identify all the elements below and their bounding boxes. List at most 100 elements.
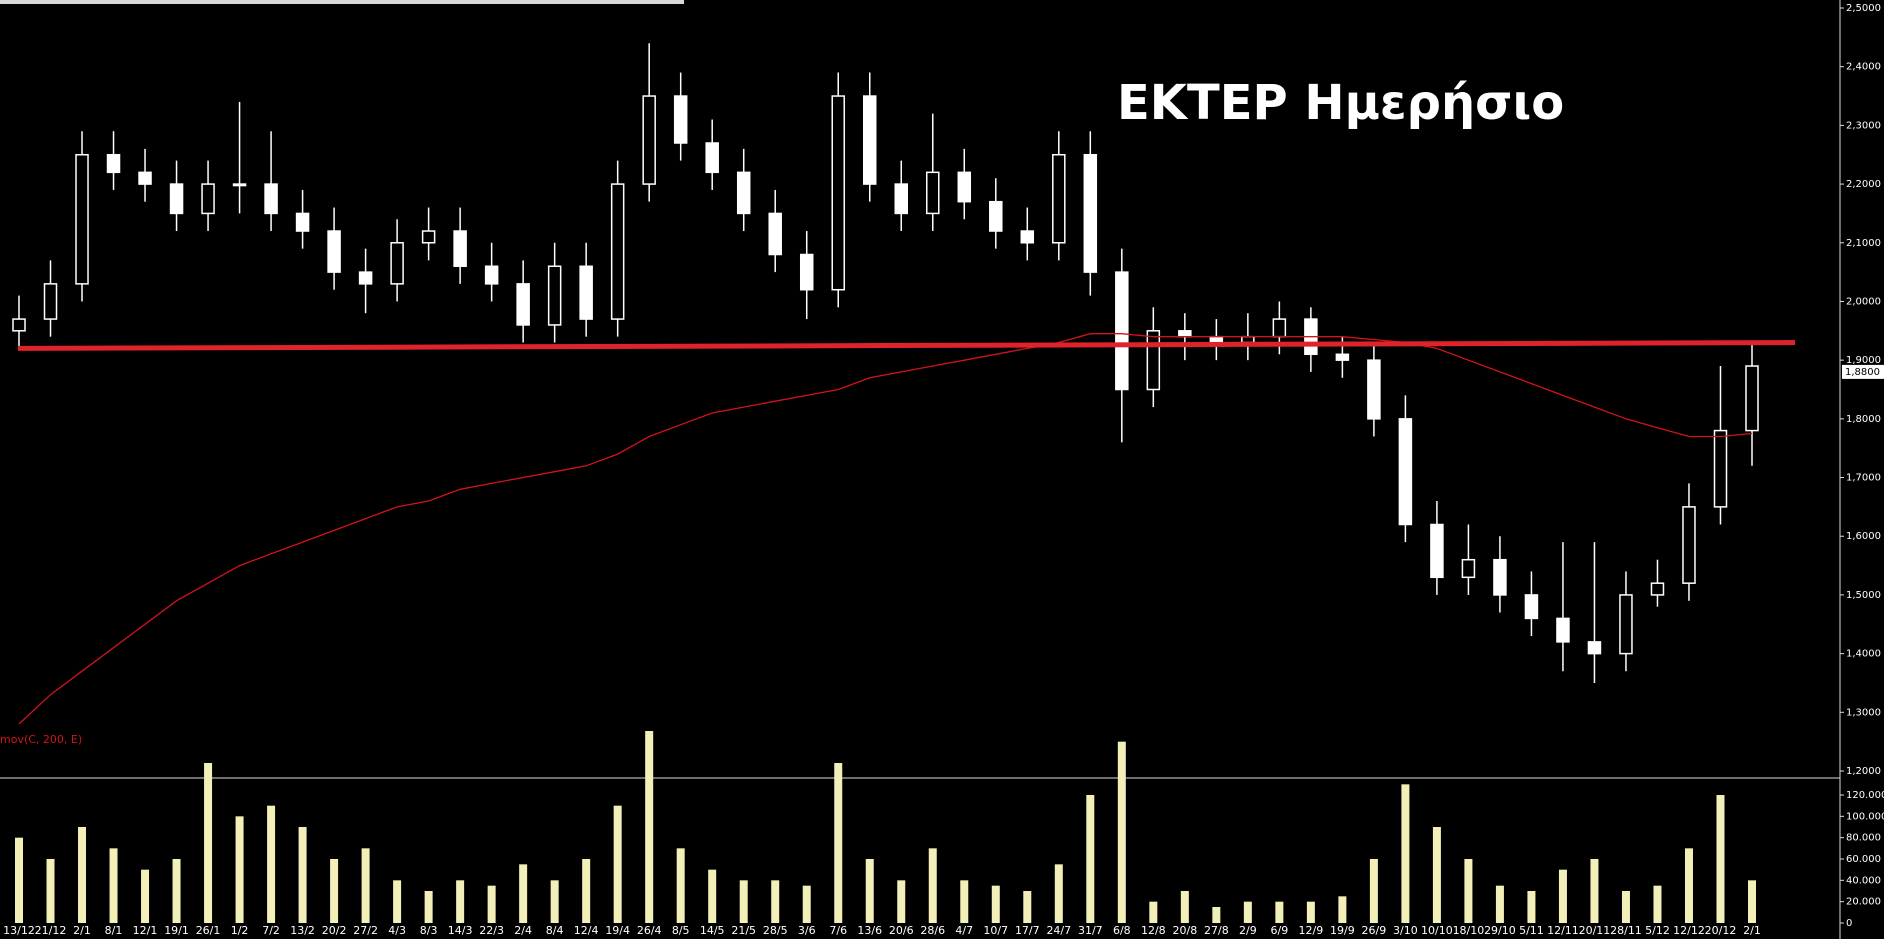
candle-body bbox=[453, 230, 467, 267]
volume-bar bbox=[15, 837, 23, 923]
x-tick-label: 13/12 bbox=[3, 924, 35, 937]
moving-average bbox=[18, 333, 1753, 725]
x-tick-label: 22/3 bbox=[479, 924, 504, 937]
x-tick-label: 20/11 bbox=[1579, 924, 1611, 937]
volume-bar bbox=[1180, 891, 1189, 923]
volume-bar bbox=[267, 805, 276, 923]
x-tick-label: 3/10 bbox=[1393, 924, 1418, 937]
volume-bar bbox=[1338, 896, 1347, 923]
x-tick-label: 8/1 bbox=[105, 924, 123, 937]
x-tick-label: 10/10 bbox=[1421, 924, 1453, 937]
volume-bar bbox=[1149, 901, 1158, 923]
volume-bar bbox=[865, 859, 874, 923]
y-tick-label: 2,3000 bbox=[1846, 120, 1881, 131]
volume-bar bbox=[960, 880, 969, 923]
y-tick-label: 1,6000 bbox=[1846, 531, 1881, 542]
volume-bar bbox=[1432, 827, 1441, 923]
x-tick-label: 26/4 bbox=[637, 924, 662, 937]
candle-body bbox=[1713, 429, 1728, 508]
candle-body bbox=[705, 142, 719, 174]
candle-body bbox=[421, 230, 436, 244]
indicator-label: mov(C, 200, E) bbox=[0, 733, 82, 746]
candle-body bbox=[43, 283, 58, 320]
volume-bar bbox=[1054, 864, 1063, 923]
x-tick-label: 4/7 bbox=[955, 924, 973, 937]
volume-bar bbox=[330, 859, 339, 923]
x-tick-label: 20/8 bbox=[1172, 924, 1197, 937]
x-tick-label: 17/7 bbox=[1015, 924, 1040, 937]
candle-body bbox=[1367, 359, 1381, 420]
volume-bar bbox=[1558, 869, 1567, 923]
volume-bar bbox=[1716, 795, 1725, 923]
x-tick-label: 21/12 bbox=[35, 924, 67, 937]
candle-body bbox=[926, 171, 940, 215]
y-tick-label: 2,2000 bbox=[1846, 179, 1881, 190]
volume-bar bbox=[487, 885, 496, 923]
candle-body bbox=[1745, 365, 1759, 432]
x-tick-label: 14/5 bbox=[700, 924, 725, 937]
x-tick-label: 26/9 bbox=[1362, 924, 1387, 937]
candle-body bbox=[799, 253, 814, 291]
candle-body bbox=[1241, 335, 1255, 344]
x-tick-label: 19/4 bbox=[605, 924, 630, 937]
y-tick-label: 1,2000 bbox=[1846, 766, 1881, 777]
volume-bar bbox=[1306, 901, 1315, 923]
candle-body bbox=[579, 265, 593, 320]
volume-bar bbox=[708, 869, 717, 923]
candle-body bbox=[484, 265, 499, 285]
volume-bar bbox=[1748, 880, 1756, 923]
candle-body bbox=[673, 95, 688, 144]
candle-body bbox=[390, 242, 404, 285]
x-tick-label: 12/4 bbox=[574, 924, 599, 937]
candle-body bbox=[1272, 318, 1287, 338]
volume-bar bbox=[1621, 891, 1630, 923]
candle-body bbox=[1619, 594, 1633, 655]
x-tick-label: 14/3 bbox=[448, 924, 473, 937]
volume-tick-label: 40.000 bbox=[1846, 875, 1881, 886]
y-tick-label: 2,4000 bbox=[1846, 62, 1881, 73]
volume-tick-label: 0 bbox=[1846, 918, 1852, 929]
x-tick-label: 27/8 bbox=[1204, 924, 1229, 937]
candle-body bbox=[1430, 523, 1444, 579]
volume-bar bbox=[1590, 859, 1599, 923]
volume-bar bbox=[298, 827, 307, 923]
candle-body bbox=[1083, 153, 1098, 273]
candle-body bbox=[106, 153, 121, 174]
x-tick-label: 5/11 bbox=[1519, 924, 1544, 937]
y-tick-label: 1,9000 bbox=[1846, 355, 1881, 366]
x-tick-label: 12/1 bbox=[133, 924, 158, 937]
x-tick-label: 3/6 bbox=[798, 924, 816, 937]
candle-body bbox=[264, 183, 278, 215]
candle-body bbox=[12, 318, 26, 332]
volume-bar bbox=[1275, 901, 1284, 923]
candle-body bbox=[957, 171, 972, 203]
x-tick-label: 5/12 bbox=[1645, 924, 1670, 937]
candle-body bbox=[358, 271, 373, 285]
x-tick-label: 12/9 bbox=[1299, 924, 1324, 937]
candle-body bbox=[1115, 271, 1129, 391]
x-tick-label: 8/5 bbox=[672, 924, 690, 937]
support-line bbox=[17, 340, 1796, 351]
x-tick-label: 7/2 bbox=[262, 924, 280, 937]
volume-bar bbox=[676, 848, 685, 923]
candle-body bbox=[547, 265, 562, 326]
volume-bar bbox=[1495, 885, 1504, 923]
x-tick-label: 28/5 bbox=[763, 924, 788, 937]
y-tick-label: 1,7000 bbox=[1846, 473, 1881, 484]
x-tick-label: 6/8 bbox=[1113, 924, 1131, 937]
y-tick-label: 1,4000 bbox=[1846, 649, 1881, 660]
y-tick-label: 2,0000 bbox=[1846, 296, 1881, 307]
volume-bar bbox=[141, 869, 150, 923]
volume-tick-label: 80.000 bbox=[1846, 833, 1881, 844]
volume-bar bbox=[393, 880, 402, 923]
candle-body bbox=[1556, 617, 1570, 643]
candle-body bbox=[862, 95, 877, 185]
volume-bar bbox=[771, 880, 780, 923]
volume-tick-label: 120.000 bbox=[1846, 790, 1884, 801]
x-tick-label: 20/2 bbox=[322, 924, 347, 937]
x-tick-label: 19/1 bbox=[164, 924, 189, 937]
volume-bar bbox=[1369, 859, 1378, 923]
volume-bar bbox=[550, 880, 559, 923]
candle-body bbox=[1335, 353, 1350, 361]
volume-bar bbox=[172, 859, 181, 923]
